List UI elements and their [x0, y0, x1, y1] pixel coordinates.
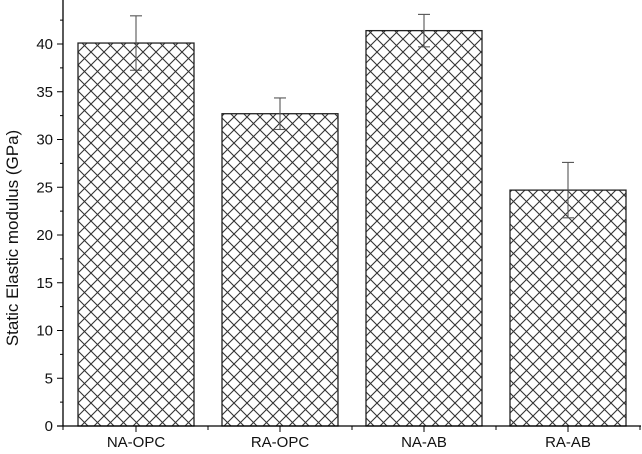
y-tick-label: 40 — [36, 36, 53, 53]
bar-ra-ab — [509, 189, 627, 427]
y-tick-label: 20 — [36, 227, 53, 244]
x-tick-label: NA-OPC — [107, 434, 166, 451]
y-tick-label: 5 — [45, 370, 53, 387]
x-tick-label: NA-AB — [401, 434, 447, 451]
x-tick-label: RA-OPC — [251, 434, 310, 451]
x-tick-label: RA-AB — [545, 434, 591, 451]
y-tick-label: 25 — [36, 179, 53, 196]
error-bars-group — [130, 13, 574, 219]
axes-group: NA-OPC RA-OPC NA-AB RA-AB 0 5 10 15 20 25 30 35 40 — [36, 0, 641, 451]
y-tick-label: 35 — [36, 84, 53, 101]
y-tick-label: 10 — [36, 323, 53, 340]
bar-na-ab — [365, 29, 483, 427]
bar-na-opc — [77, 42, 195, 427]
bars-group — [77, 29, 627, 427]
y-tick-label: 15 — [36, 275, 53, 292]
y-axis-title: Static Elastic modulus (GPa) — [3, 130, 22, 346]
bar-ra-opc — [221, 113, 339, 427]
y-tick-label: 30 — [36, 132, 53, 149]
y-tick-label: 0 — [45, 418, 53, 435]
